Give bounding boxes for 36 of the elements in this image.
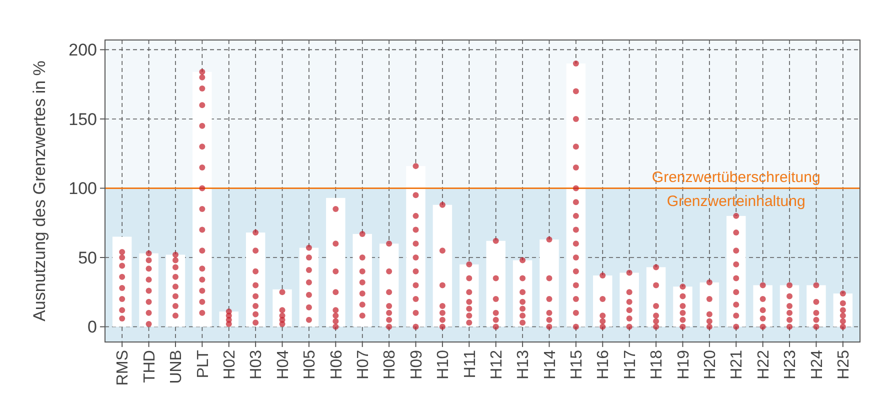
x-tick-label: H11 <box>462 350 479 378</box>
x-tick-label: H16 <box>595 350 612 380</box>
x-tick-label: H03 <box>248 350 266 380</box>
x-tick-label: H13 <box>515 350 532 380</box>
annotation: Grenzwerteinhaltung <box>666 193 806 210</box>
x-tick-label: THD <box>141 350 158 383</box>
y-tick-label: 0 <box>88 318 97 337</box>
x-tick-label: H14 <box>542 350 559 380</box>
x-tick-label: H24 <box>808 350 826 380</box>
x-tick-label: UNB <box>168 350 186 384</box>
x-tick-label: H02 <box>221 350 238 380</box>
x-tick-label: H19 <box>675 350 692 380</box>
x-tick-label: H12 <box>488 350 506 380</box>
y-tick-label: 100 <box>68 179 97 198</box>
x-tick-label: H05 <box>302 350 319 380</box>
x-tick-label: H06 <box>328 350 346 380</box>
x-tick-label: PLT <box>194 350 212 378</box>
x-tick-label: H18 <box>648 350 666 380</box>
y-tick-label: 50 <box>78 248 97 268</box>
x-tick-label: H17 <box>622 350 639 380</box>
x-tick-label: H10 <box>435 350 452 380</box>
x-tick-label: H22 <box>755 350 772 380</box>
x-tick-label: H04 <box>274 350 292 380</box>
x-tick-label: H20 <box>702 350 720 380</box>
x-tick-label: RMS <box>114 350 132 386</box>
x-tick-label: H21 <box>728 350 746 380</box>
annotation: Grenzwertüberschreitung <box>652 169 820 186</box>
x-tick-label: H23 <box>782 350 800 380</box>
x-tick-label: H15 <box>568 350 586 380</box>
x-tick-label: H09 <box>408 350 426 380</box>
x-tick-label: H25 <box>836 350 853 380</box>
x-tick-label: H07 <box>354 350 372 380</box>
y-axis-title: Ausnutzung des Grenzwertes in % <box>30 60 49 322</box>
y-tick-label: 200 <box>68 40 97 60</box>
x-tick-label: H08 <box>382 350 399 380</box>
y-tick-label: 150 <box>68 110 97 129</box>
